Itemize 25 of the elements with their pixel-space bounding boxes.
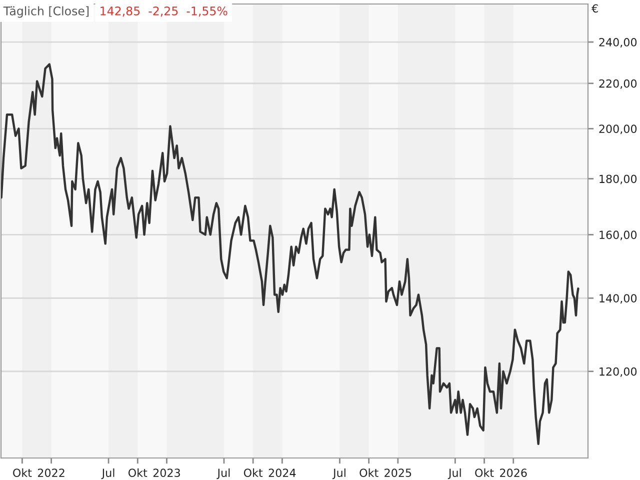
y-tick-label: 120,00 [600, 367, 637, 377]
chart-subtitle: 142,85 -2,25 -1,55% [100, 6, 228, 17]
chart-title: Täglich [Close] [3, 6, 89, 18]
y-tick-label: 240,00 [599, 38, 637, 48]
y-axis-title: € [592, 4, 598, 13]
line-series [1, 63, 580, 446]
y-tick-label: 180,00 [600, 174, 637, 184]
x-tick-label: Okt [475, 468, 494, 478]
x-tick-label: Okt [244, 468, 263, 478]
x-tick-label: Okt [128, 468, 148, 478]
x-tick-label: 2026 [500, 468, 527, 478]
y-tick-label: 140,00 [600, 294, 637, 304]
x-tick-label: 2022 [38, 468, 64, 478]
x-tick-label: Okt [360, 468, 378, 478]
x-tick-label: Okt [13, 468, 32, 478]
y-tick-label: 220,00 [599, 79, 637, 89]
x-tick-label: Jul [332, 468, 346, 480]
x-tick-label: 2025 [384, 468, 412, 478]
x-tick-label: Jul [101, 468, 114, 480]
x-tick-label: Jul [448, 468, 461, 480]
x-tick-label: Jul [216, 468, 230, 480]
x-tick-label: 2023 [153, 468, 180, 478]
x-tick-label: 2024 [268, 468, 296, 478]
y-tick-label: 200,00 [599, 124, 637, 134]
y-tick-label: 160,00 [600, 230, 637, 240]
